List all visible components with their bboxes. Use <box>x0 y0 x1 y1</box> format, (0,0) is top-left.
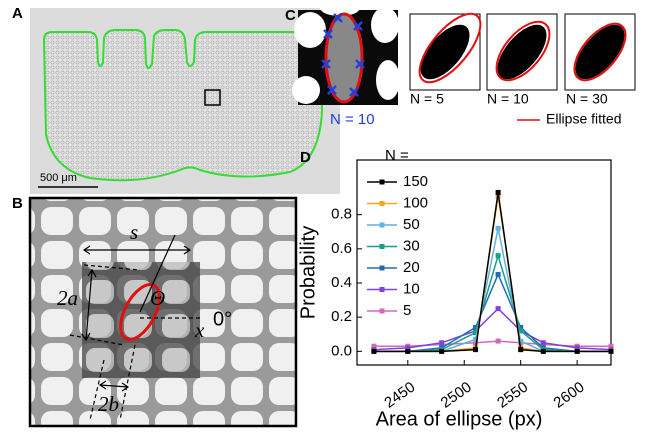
sample-points <box>321 13 365 97</box>
point <box>405 348 411 354</box>
annotations <box>69 234 200 421</box>
x-tick-label: 2550 <box>494 379 531 412</box>
scale-bar-label: 500 μm <box>40 172 77 184</box>
point <box>371 343 377 349</box>
angle-label: 0° <box>213 308 232 330</box>
point <box>473 340 479 346</box>
fit-box <box>409 12 482 91</box>
panel-label: C <box>285 7 296 24</box>
sample-label: N = 10 <box>330 111 375 128</box>
point <box>495 338 501 344</box>
point <box>439 340 445 346</box>
legend-label: 10 <box>403 280 420 297</box>
panel-label: D <box>300 149 311 166</box>
point <box>518 338 524 344</box>
panel-a: A 500 μm <box>12 5 340 194</box>
y-tick-label: 0.4 <box>331 274 352 291</box>
panel-label: B <box>12 195 23 212</box>
y-axis-label: Probability <box>297 226 319 319</box>
point <box>518 347 524 353</box>
point <box>473 324 479 330</box>
roi-box <box>204 89 221 106</box>
legend-label: 20 <box>403 259 420 276</box>
legend-marker <box>379 244 385 249</box>
legend-marker <box>379 287 385 292</box>
legend-label: 30 <box>403 237 420 254</box>
panel-b: B s 2a Θ x 0° 2b <box>12 195 298 428</box>
panel-label: A <box>12 5 23 22</box>
panel-d: D 0.0 0.2 0.4 0.6 0.8 2450 2500 2550 2600 Probabi… <box>297 147 614 430</box>
2a-label: 2a <box>57 286 78 310</box>
legend-label: 5 <box>403 302 411 319</box>
x-tick-label: 2500 <box>438 379 475 412</box>
point <box>473 336 479 342</box>
x-tick-label: 2450 <box>381 379 418 412</box>
x-tick-label: 2600 <box>551 379 588 412</box>
y-tick-label: 0.6 <box>331 240 352 257</box>
sample-ellipse <box>324 12 364 104</box>
y-tick-label: 0.0 <box>331 342 352 359</box>
point <box>371 348 377 354</box>
theta-label: Θ <box>150 286 165 310</box>
legend-label: 150 <box>403 173 428 190</box>
point <box>495 189 501 195</box>
fit-label: N = 10 <box>487 91 529 107</box>
fit-label: N = 30 <box>566 91 608 107</box>
y-tick-label: 0.2 <box>331 308 352 325</box>
legend-marker <box>379 308 385 314</box>
x-label: x <box>194 318 205 342</box>
crop <box>82 262 200 378</box>
point <box>540 348 546 354</box>
plot-frame <box>356 159 612 366</box>
point <box>574 348 580 354</box>
y-tick-label: 0.8 <box>331 206 352 223</box>
point <box>608 343 614 349</box>
legend-title: N = <box>385 147 409 164</box>
point <box>495 271 501 277</box>
x-axis-label: Area of ellipse (px) <box>376 408 543 430</box>
legend-marker <box>379 265 385 271</box>
point <box>540 340 546 346</box>
2b-label: 2b <box>98 392 119 416</box>
blobs <box>292 0 400 104</box>
panel-c: C N = 10 N = 5 N = 10 N = 30 Ellipse f <box>285 0 636 128</box>
fit-label: N = 5 <box>410 91 444 107</box>
legend-marker <box>379 222 385 228</box>
legend-label: 100 <box>403 194 428 211</box>
legend-label: Ellipse fitted <box>546 111 621 127</box>
s-label: s <box>130 220 138 244</box>
point <box>495 306 501 312</box>
point <box>473 347 479 353</box>
point <box>495 225 501 231</box>
legend-marker <box>379 179 385 185</box>
legend-marker <box>379 201 385 206</box>
fitted-ellipse <box>119 283 161 341</box>
point <box>495 253 501 259</box>
point <box>518 328 524 334</box>
point <box>608 348 614 354</box>
point <box>473 330 479 336</box>
point <box>439 348 445 354</box>
fit-box <box>486 13 558 91</box>
fit-box <box>564 13 636 91</box>
point <box>574 345 580 351</box>
tissue-outline <box>42 29 324 182</box>
legend-label: 50 <box>403 216 420 233</box>
point <box>405 345 411 351</box>
point <box>518 324 524 330</box>
